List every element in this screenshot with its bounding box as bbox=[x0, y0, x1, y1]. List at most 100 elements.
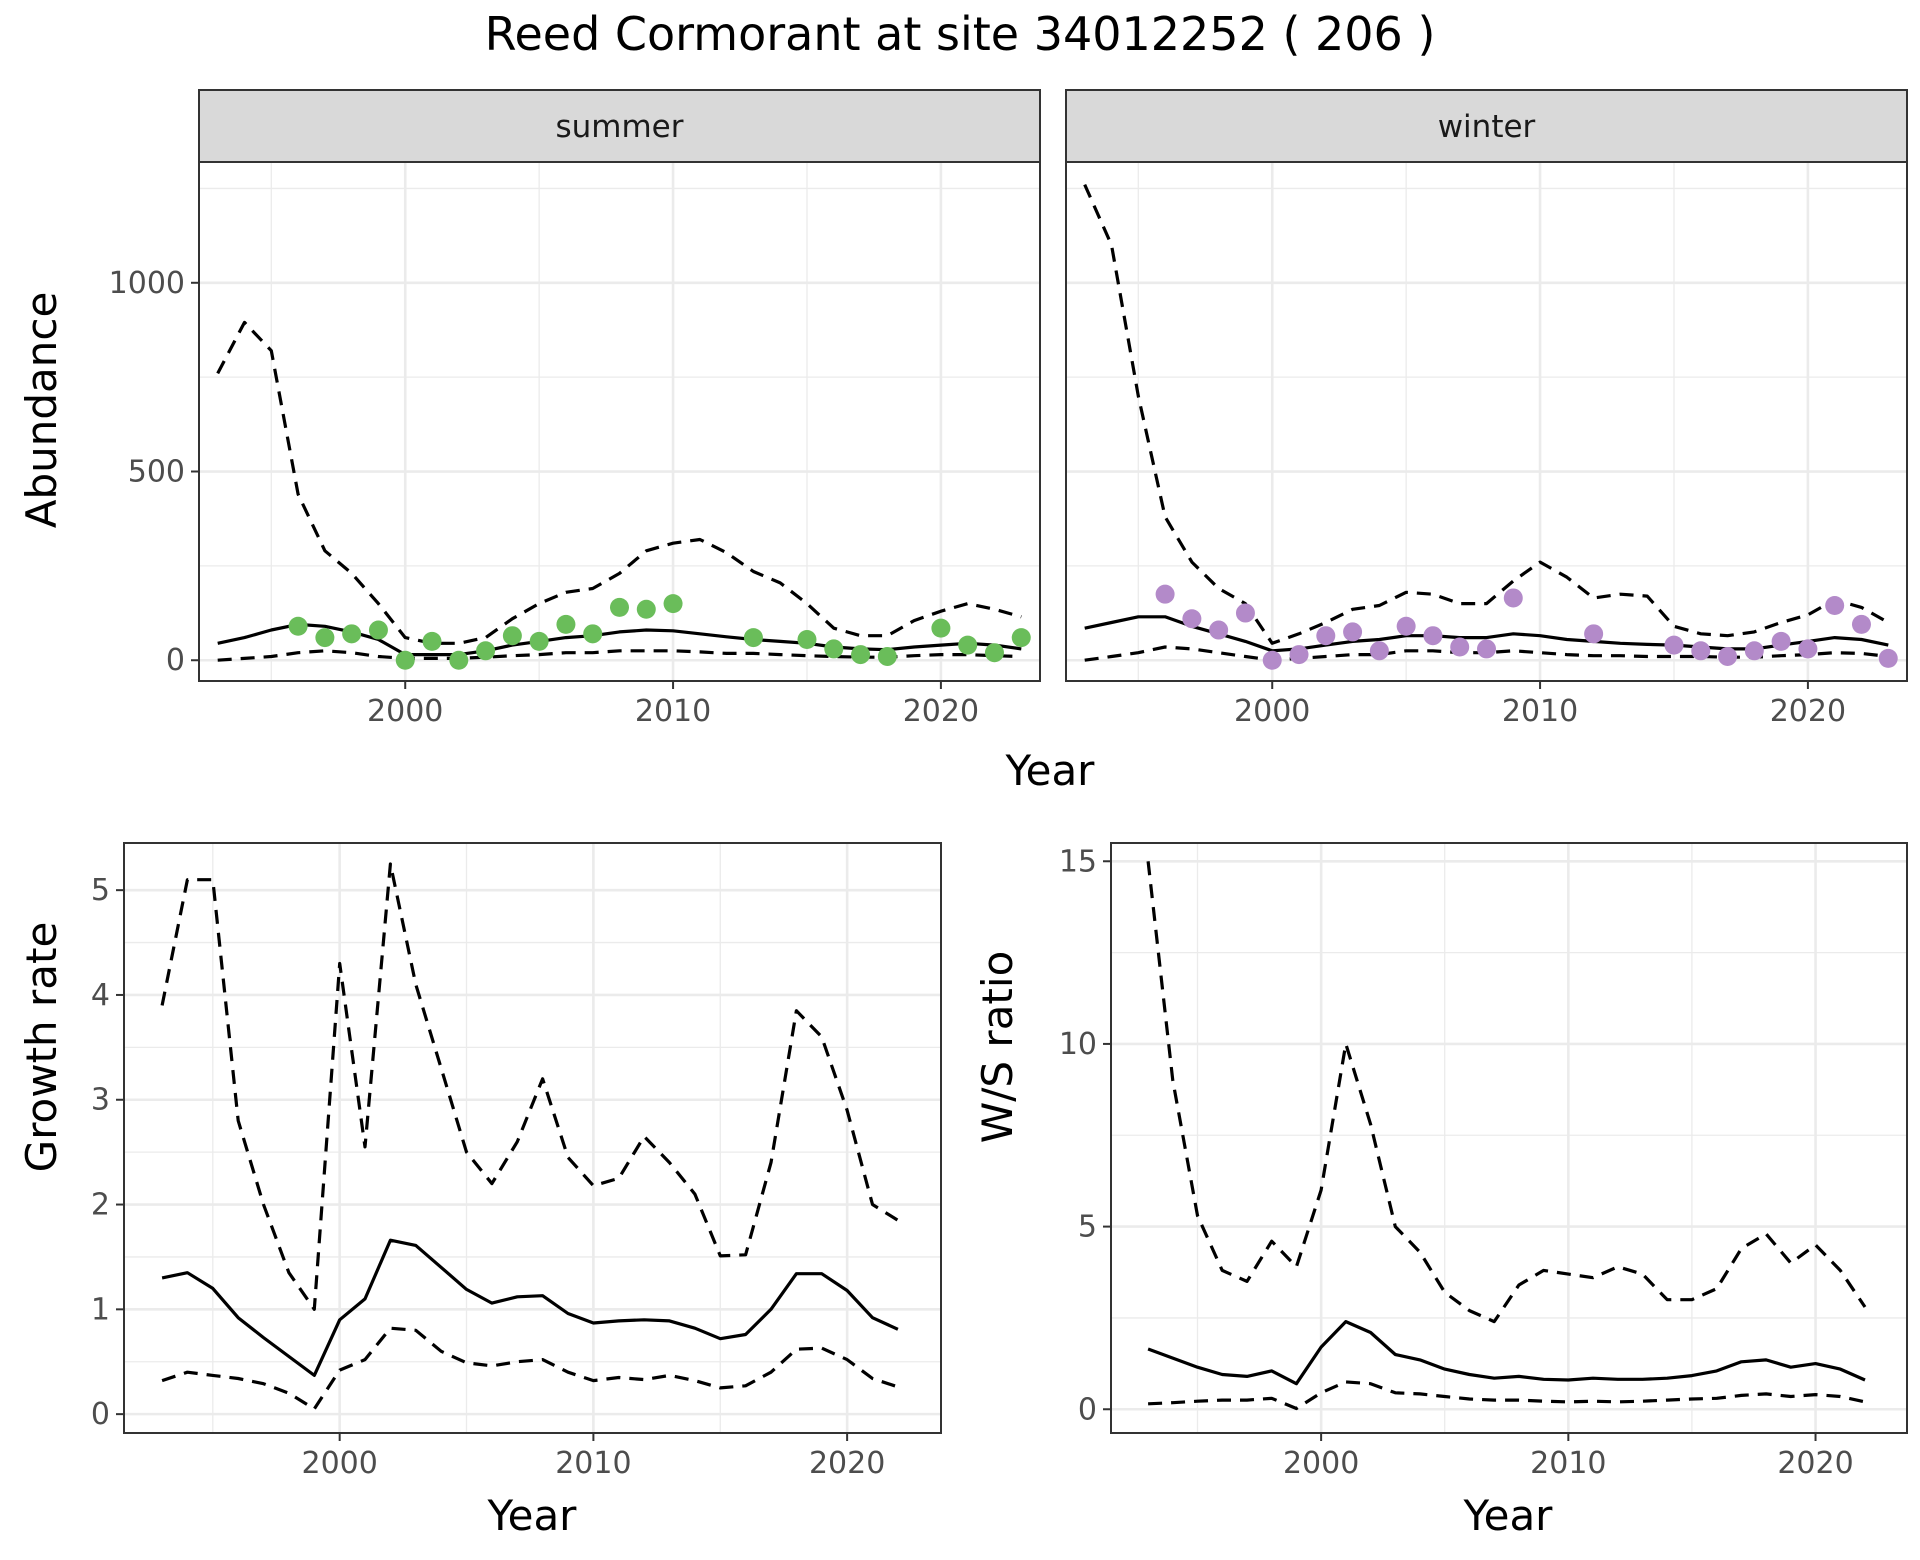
observed-point bbox=[1450, 637, 1470, 657]
upper-bound-line bbox=[216, 320, 1022, 645]
upper-bound-line bbox=[160, 862, 899, 1311]
x-tick-label: 2000 bbox=[301, 1446, 377, 1481]
observed-point bbox=[556, 614, 576, 634]
summer-strip: summer bbox=[198, 89, 1041, 163]
observed-point bbox=[288, 616, 308, 636]
ws-x-axis-label: Year bbox=[1463, 1491, 1554, 1540]
y-tick-label: 0 bbox=[91, 1397, 110, 1432]
lower-bound-line bbox=[1148, 1380, 1866, 1411]
ws-y-axis-label: W/S ratio bbox=[973, 951, 1022, 1144]
y-tick-label: 500 bbox=[128, 455, 185, 490]
observed-point bbox=[1369, 641, 1389, 661]
observed-point bbox=[1011, 628, 1031, 648]
observed-point bbox=[315, 628, 335, 648]
y-tick-label: 3 bbox=[91, 1083, 110, 1118]
chart-title: Reed Cormorant at site 34012252 ( 206 ) bbox=[485, 7, 1436, 61]
winter-strip-label: winter bbox=[1438, 109, 1536, 145]
observed-point bbox=[984, 643, 1004, 663]
observed-point bbox=[1396, 616, 1416, 636]
observed-point bbox=[1851, 614, 1871, 634]
y-tick-label: 0 bbox=[166, 643, 185, 678]
x-tick-label: 2010 bbox=[1530, 1446, 1606, 1481]
winter-strip: winter bbox=[1065, 89, 1908, 163]
ws-ratio-panel: 2000 2010 2020 0 5 10 15 bbox=[1059, 842, 1908, 1481]
mean-line bbox=[161, 1238, 899, 1378]
x-tick-label: 2010 bbox=[555, 1446, 631, 1481]
observed-point bbox=[1664, 635, 1684, 655]
observed-point bbox=[476, 641, 496, 661]
observed-point bbox=[1182, 609, 1202, 629]
observed-point bbox=[743, 628, 763, 648]
observed-point bbox=[610, 597, 629, 617]
summer-strip-label: summer bbox=[555, 109, 683, 145]
upper-bound-line bbox=[1146, 861, 1867, 1324]
observed-point bbox=[502, 626, 522, 646]
observed-point bbox=[1503, 588, 1523, 608]
y-tick-label: 5 bbox=[91, 873, 110, 908]
observed-point bbox=[1155, 584, 1175, 604]
y-tick-label: 0 bbox=[1078, 1392, 1097, 1427]
observed-point bbox=[1209, 620, 1229, 640]
panel-frame bbox=[1065, 161, 1908, 682]
x-tick-label: 2000 bbox=[1234, 694, 1310, 729]
observed-point bbox=[877, 646, 897, 666]
panel-frame bbox=[123, 842, 942, 1434]
observed-point bbox=[931, 618, 951, 638]
x-tick-label: 2020 bbox=[1770, 694, 1846, 729]
observed-point bbox=[851, 645, 871, 665]
observed-point bbox=[422, 631, 442, 651]
x-tick-label: 2000 bbox=[367, 694, 443, 729]
observed-point bbox=[663, 594, 683, 614]
observed-point bbox=[529, 631, 549, 651]
y-tick-label: 10 bbox=[1059, 1027, 1097, 1062]
observed-point bbox=[1316, 626, 1336, 646]
observed-point bbox=[368, 620, 388, 640]
observed-point bbox=[636, 599, 656, 619]
observed-point bbox=[1878, 648, 1898, 668]
observed-point bbox=[583, 624, 603, 644]
x-tick-label: 2020 bbox=[809, 1446, 885, 1481]
observed-point bbox=[1289, 645, 1309, 665]
y-tick-label: 15 bbox=[1059, 844, 1097, 879]
observed-point bbox=[1477, 639, 1496, 659]
growth-rate-panel: 2000 2010 2020 0 1 2 3 4 5 bbox=[91, 842, 942, 1481]
x-tick-label: 2010 bbox=[635, 694, 711, 729]
upper-bound-line bbox=[1083, 183, 1890, 645]
y-tick-label: 5 bbox=[1078, 1210, 1097, 1245]
mean-line bbox=[1147, 1319, 1866, 1386]
observed-point bbox=[1825, 596, 1845, 616]
y-tick-label: 1 bbox=[91, 1292, 110, 1327]
observed-point bbox=[1771, 631, 1791, 651]
top-x-axis-label: Year bbox=[1005, 746, 1096, 795]
observed-point bbox=[797, 629, 817, 649]
abundance-y-axis-label: Abundance bbox=[17, 292, 66, 529]
panel-frame bbox=[1110, 842, 1908, 1434]
observed-point bbox=[824, 639, 844, 659]
observed-point bbox=[1718, 646, 1738, 666]
x-tick-label: 2000 bbox=[1283, 1446, 1359, 1481]
x-tick-label: 2020 bbox=[903, 694, 979, 729]
observed-point bbox=[342, 624, 362, 644]
x-tick-label: 2010 bbox=[1502, 694, 1578, 729]
observed-point bbox=[1691, 641, 1711, 661]
observed-point bbox=[449, 650, 469, 670]
panel-frame bbox=[198, 161, 1041, 682]
y-tick-label: 1000 bbox=[109, 266, 185, 301]
y-tick-label: 2 bbox=[91, 1188, 110, 1223]
summer-abundance-panel: 2000 2010 2020 0 500 1000 bbox=[109, 161, 1041, 729]
observed-point bbox=[1584, 624, 1604, 644]
observed-point bbox=[1262, 650, 1282, 670]
observed-point bbox=[1798, 639, 1818, 659]
observed-point bbox=[1235, 603, 1255, 623]
observed-point bbox=[1343, 622, 1363, 642]
observed-point bbox=[1423, 626, 1443, 646]
lower-bound-line bbox=[161, 1326, 899, 1411]
observed-point bbox=[395, 650, 415, 670]
growth-y-axis-label: Growth rate bbox=[17, 922, 66, 1173]
observed-point bbox=[958, 635, 978, 655]
observed-point bbox=[1744, 641, 1764, 661]
winter-abundance-panel: 2000 2010 2020 bbox=[1065, 161, 1908, 729]
y-tick-label: 4 bbox=[91, 978, 110, 1013]
